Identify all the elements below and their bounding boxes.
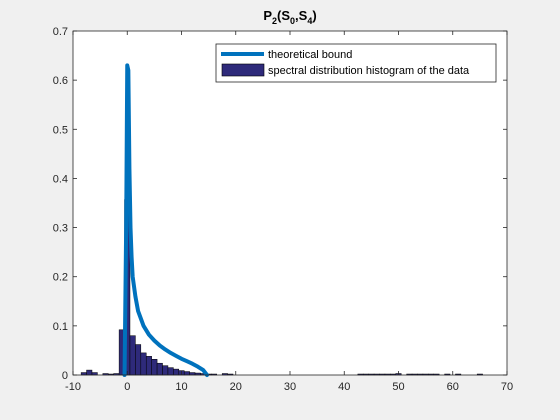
x-tick-label: 10	[175, 381, 187, 393]
y-tick-label: 0.1	[53, 321, 68, 333]
histogram-bar	[129, 335, 136, 376]
histogram-bar	[145, 356, 152, 376]
y-tick-label: 0.6	[53, 75, 68, 87]
histogram-bar	[135, 344, 142, 376]
legend-label-bound: theoretical bound	[268, 49, 352, 61]
bound-line-layer	[122, 63, 209, 377]
title-mid: (S	[277, 8, 290, 23]
x-tick-label: 50	[392, 381, 404, 393]
y-axis: 0 0.1 0.2 0.3 0.4 0.5 0.6 0.7	[53, 26, 507, 382]
x-tick-label: 30	[284, 381, 296, 393]
histogram-bar	[173, 368, 180, 376]
y-tick-label: 0.4	[53, 173, 68, 185]
title-sub-3: 4	[307, 16, 312, 26]
x-tick-label: 20	[230, 381, 242, 393]
title-sep: ,S	[295, 8, 308, 23]
histogram-bar	[167, 367, 174, 376]
y-tick-label: 0.5	[53, 124, 68, 136]
legend: theoretical bound spectral distribution …	[215, 43, 497, 83]
y-tick-label: 0.3	[53, 223, 68, 235]
title-end: )	[312, 8, 316, 23]
x-axis: -10 0 10 20 30 40 50 60 70	[65, 31, 513, 393]
histogram-bar	[156, 362, 163, 376]
legend-bar-swatch	[221, 63, 265, 77]
histogram-bar	[86, 369, 93, 376]
y-tick-label: 0	[62, 370, 68, 382]
y-tick-label: 0.7	[53, 26, 68, 38]
y-tick-label: 0.2	[53, 272, 68, 284]
x-tick-label: 40	[338, 381, 350, 393]
title-sub-2: 0	[290, 16, 295, 26]
x-tick-label: 70	[501, 381, 513, 393]
x-tick-label: 0	[124, 381, 130, 393]
axes-background	[73, 31, 507, 375]
legend-label-histogram: spectral distribution histogram of the d…	[268, 65, 470, 77]
histogram-bar	[151, 359, 158, 376]
x-tick-label: -10	[65, 381, 81, 393]
title-sub-1: 2	[272, 16, 277, 26]
histogram-bar	[140, 352, 147, 376]
chart-title: P2(S0,S4)	[263, 8, 316, 26]
histogram-bar	[162, 365, 169, 376]
histogram-bar	[183, 371, 190, 376]
x-tick-label: 60	[447, 381, 459, 393]
title-base: P	[263, 8, 272, 23]
theoretical-bound-line	[122, 63, 209, 377]
